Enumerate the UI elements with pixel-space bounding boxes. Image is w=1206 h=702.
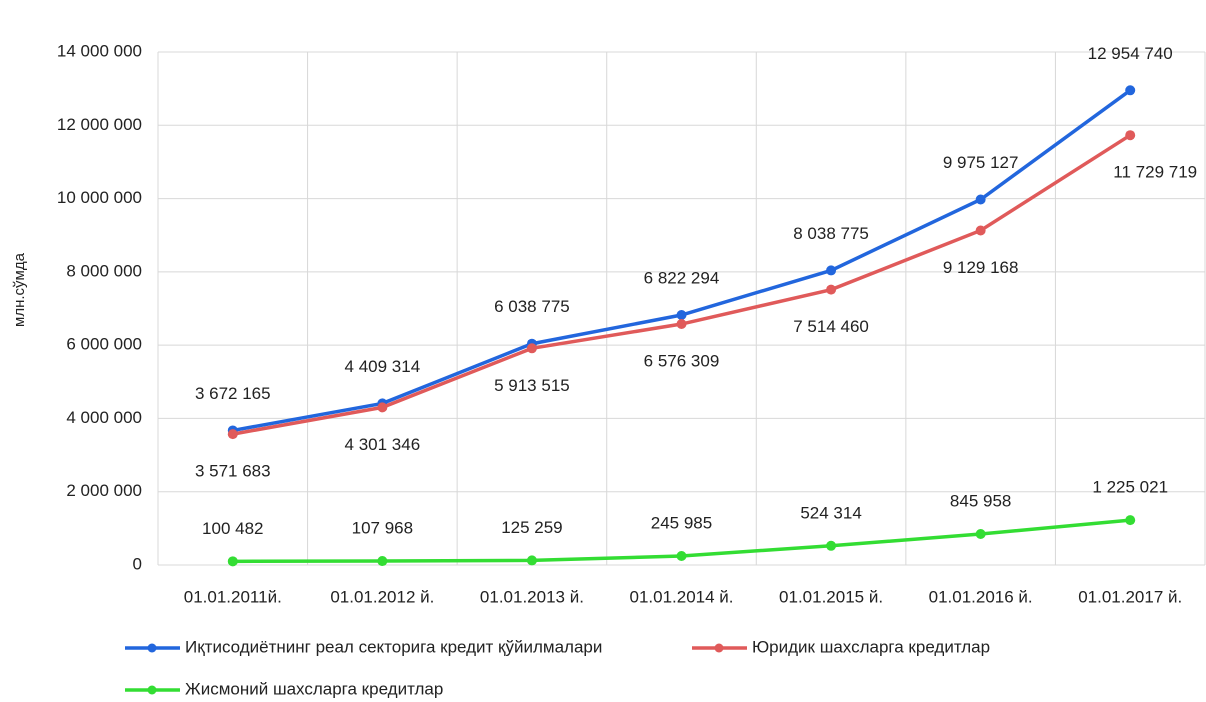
y-tick-label: 12 000 000 <box>57 115 142 134</box>
y-tick-label: 6 000 000 <box>66 335 142 354</box>
data-label: 4 301 346 <box>345 435 421 454</box>
data-label: 1 225 021 <box>1092 478 1168 497</box>
point <box>526 555 537 566</box>
data-label: 12 954 740 <box>1088 44 1173 63</box>
data-label: 107 968 <box>352 519 413 538</box>
data-label: 6 822 294 <box>644 268 720 287</box>
y-tick-label: 2 000 000 <box>66 481 142 500</box>
x-tick-label: 01.01.2012 й. <box>330 587 434 606</box>
data-label: 845 958 <box>950 491 1011 510</box>
point <box>826 284 837 295</box>
data-label: 7 514 460 <box>793 317 869 336</box>
data-label: 11 729 719 <box>1113 163 1197 182</box>
point <box>975 529 986 540</box>
x-tick-label: 01.01.2013 й. <box>480 587 584 606</box>
y-tick-label: 10 000 000 <box>57 188 142 207</box>
point <box>1125 515 1136 526</box>
point <box>975 225 986 236</box>
x-tick-label: 01.01.2014 й. <box>629 587 733 606</box>
data-label: 4 409 314 <box>345 357 421 376</box>
point <box>975 194 986 205</box>
y-tick-label: 14 000 000 <box>57 41 142 60</box>
data-label: 3 672 165 <box>195 384 271 403</box>
data-label: 9 975 127 <box>943 153 1019 172</box>
point <box>227 429 238 440</box>
data-label: 8 038 775 <box>793 224 869 243</box>
x-tick-label: 01.01.2011й. <box>184 587 282 606</box>
data-label: 125 259 <box>501 518 562 537</box>
point <box>1125 85 1136 96</box>
data-label: 245 985 <box>651 513 712 532</box>
point <box>1125 130 1136 141</box>
y-tick-label: 0 <box>133 554 142 573</box>
y-axis-label: млн.сўмда <box>11 252 28 327</box>
legend-marker <box>147 643 157 653</box>
data-label: 100 482 <box>202 519 263 538</box>
legend-marker <box>147 685 157 695</box>
point <box>227 556 238 567</box>
point <box>826 540 837 551</box>
legend-label: Жисмоний шахсларга кредитлар <box>185 679 443 698</box>
point <box>377 556 388 567</box>
legend-marker <box>714 643 724 653</box>
point <box>676 319 687 330</box>
data-label: 3 571 683 <box>195 462 271 481</box>
point <box>826 265 837 276</box>
legend-label: Юридик шахсларга кредитлар <box>752 637 990 656</box>
y-tick-label: 8 000 000 <box>66 261 142 280</box>
data-label: 524 314 <box>800 503 861 522</box>
x-tick-label: 01.01.2015 й. <box>779 587 883 606</box>
y-tick-label: 4 000 000 <box>66 408 142 427</box>
point <box>676 550 687 561</box>
data-label: 5 913 515 <box>494 376 570 395</box>
data-label: 6 576 309 <box>644 352 720 371</box>
data-label: 6 038 775 <box>494 297 570 316</box>
point <box>676 310 687 321</box>
x-tick-label: 01.01.2016 й. <box>929 587 1033 606</box>
x-tick-label: 01.01.2017 й. <box>1078 587 1182 606</box>
data-label: 9 129 168 <box>943 258 1019 277</box>
point <box>526 343 537 354</box>
legend-label: Иқтисодиётнинг реал секторига кредит қўй… <box>185 637 602 656</box>
point <box>377 402 388 413</box>
